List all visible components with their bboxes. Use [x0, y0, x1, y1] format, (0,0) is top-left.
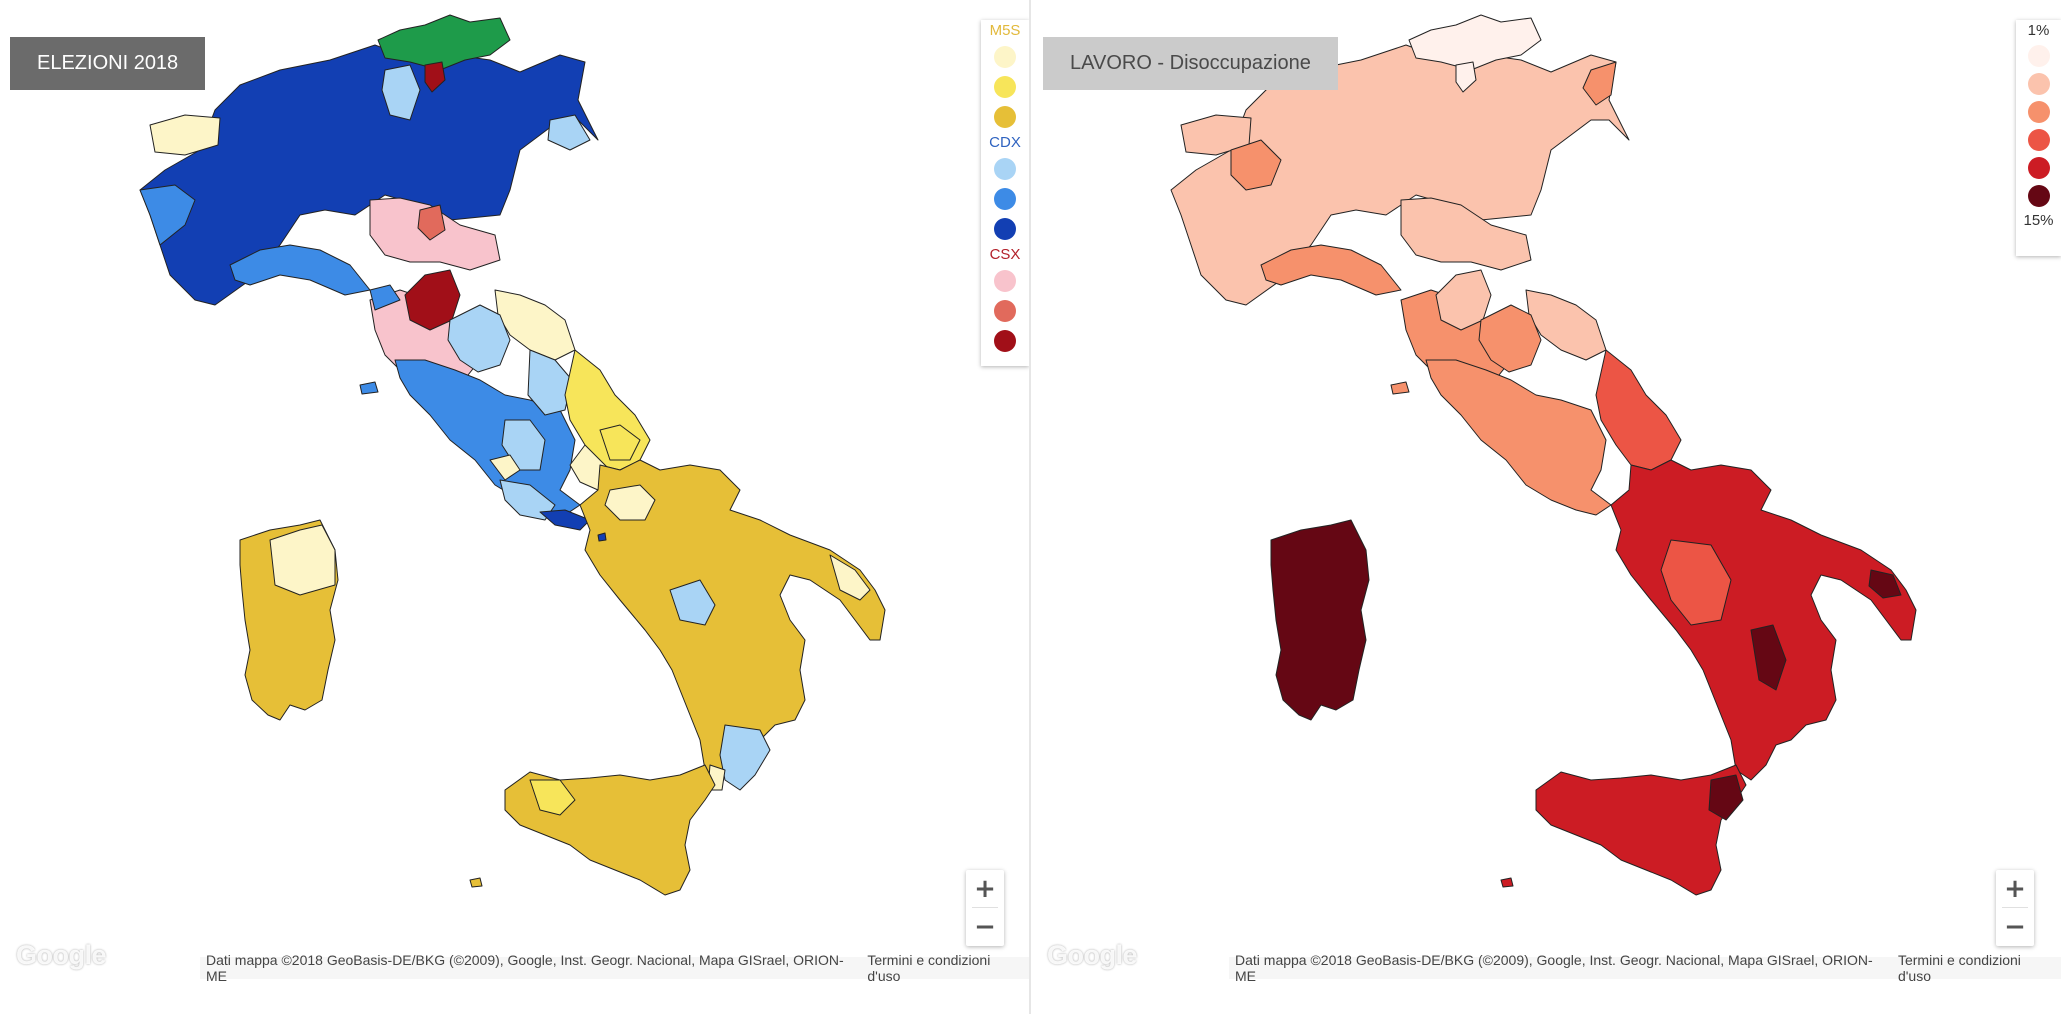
region-liguria — [229, 244, 371, 296]
region-sardinia — [1270, 519, 1370, 721]
legend-swatch-cdx-light — [994, 158, 1016, 180]
region-north — [139, 44, 599, 306]
map-title: LAVORO - Disoccupazione — [1043, 37, 1338, 90]
region-nlight2 — [547, 114, 591, 151]
legend-swatch-cdx-dark — [994, 218, 1016, 240]
legend-swatch-4 — [2027, 129, 2050, 151]
legend-max-label: 15% — [2023, 212, 2054, 229]
map-title: ELEZIONI 2018 — [10, 37, 206, 90]
island-capri — [597, 532, 607, 542]
google-logo[interactable]: Google — [16, 940, 107, 970]
zoom-out-button[interactable]: − — [2004, 911, 2026, 942]
terms-link[interactable]: Termini e condizioni d'uso — [867, 952, 991, 984]
region-sicily — [1535, 764, 1747, 896]
legend-swatch-2 — [2027, 73, 2050, 95]
map-data-credit: Dati mappa ©2018 GeoBasis-DE/BKG (©2009)… — [206, 952, 844, 984]
panel-divider — [1029, 0, 1031, 1014]
region-bolzano-red — [424, 61, 446, 93]
legend-swatch-csx-medium — [994, 300, 1016, 322]
region-sicily-yellow — [529, 779, 576, 816]
region-puglia-tip — [829, 554, 871, 601]
zoom-out-button[interactable]: − — [974, 911, 996, 942]
region-southlazio-dark — [539, 509, 591, 531]
map-attribution: Dati mappa ©2018 GeoBasis-DE/BKG (©2009)… — [200, 952, 1030, 984]
region-lazio-light — [527, 349, 573, 416]
region-bolzano — [1455, 61, 1477, 93]
region-liguria — [1260, 244, 1402, 296]
island-lampedusa — [1500, 877, 1514, 888]
island-elba — [1390, 381, 1410, 395]
election-map-panel[interactable]: ELEZIONI 2018 M5S CDX CSX + − Google Dat… — [0, 0, 1030, 1014]
zoom-control: + − — [1996, 870, 2034, 946]
legend-swatch-cdx-medium — [994, 188, 1016, 210]
region-aosta — [149, 114, 221, 156]
island-lampedusa — [469, 877, 483, 888]
region-southlazio-light — [499, 479, 556, 521]
region-umbria — [447, 304, 511, 373]
legend-swatch-5 — [2027, 157, 2050, 179]
map-attribution: Dati mappa ©2018 GeoBasis-DE/BKG (©2009)… — [1229, 952, 2061, 984]
region-marche — [494, 289, 576, 361]
region-florence — [1435, 269, 1492, 331]
region-trentino — [377, 14, 511, 71]
legend-swatch-csx-dark — [994, 330, 1016, 352]
region-northeast-orange — [1582, 61, 1617, 106]
zoom-control: + − — [966, 870, 1004, 946]
region-south-light1 — [604, 484, 656, 521]
region-marche — [1525, 289, 1607, 361]
legend-label-cdx: CDX — [989, 134, 1021, 151]
island-elba — [359, 381, 379, 395]
legend-min-label: 1% — [2027, 22, 2050, 39]
zoom-in-button[interactable]: + — [2004, 873, 2026, 904]
region-abruzzo — [1595, 349, 1682, 471]
region-tuscany-coast — [369, 284, 401, 311]
region-basilicata-light — [669, 579, 716, 626]
region-emilia — [1400, 197, 1532, 271]
google-logo[interactable]: Google — [1047, 940, 1138, 970]
zoom-divider — [2002, 907, 2028, 908]
region-florence-red — [404, 269, 461, 331]
legend-swatch-1 — [2027, 45, 2050, 67]
election-legend: M5S CDX CSX — [981, 20, 1029, 366]
terms-link[interactable]: Termini e condizioni d'uso — [1897, 952, 2021, 984]
legend-label-m5s: M5S — [989, 22, 1021, 39]
unemployment-map-panel[interactable]: LAVORO - Disoccupazione 1% 15% + − Googl… — [1031, 0, 2061, 1014]
region-sardinia-light — [269, 524, 336, 596]
region-south — [579, 459, 886, 781]
legend-label-csx: CSX — [989, 246, 1021, 263]
legend-swatch-m5s-light — [994, 46, 1016, 68]
region-nlight1 — [381, 64, 421, 121]
unemployment-legend: 1% 15% — [2016, 20, 2061, 256]
legend-swatch-csx-light — [994, 270, 1016, 292]
legend-swatch-3 — [2027, 101, 2050, 123]
region-lazio — [1425, 359, 1612, 516]
region-south — [1610, 459, 1917, 781]
region-umbria — [1478, 304, 1542, 373]
italy-election-map[interactable] — [0, 0, 1030, 1014]
region-rome-small — [489, 454, 521, 481]
region-calabria-light — [719, 724, 771, 791]
region-puglia-dark — [1868, 569, 1902, 599]
map-data-credit: Dati mappa ©2018 GeoBasis-DE/BKG (©2009)… — [1235, 952, 1873, 984]
region-trentino — [1408, 14, 1542, 71]
region-emilia-mid — [417, 204, 446, 241]
region-turin — [1230, 139, 1282, 191]
region-south-lighter — [1660, 539, 1732, 626]
region-lazio-light2 — [501, 419, 546, 471]
legend-swatch-m5s-dark — [994, 106, 1016, 128]
region-west-mid — [139, 184, 196, 246]
zoom-in-button[interactable]: + — [974, 873, 996, 904]
legend-swatch-6 — [2027, 185, 2050, 207]
zoom-divider — [972, 907, 998, 908]
italy-unemployment-map[interactable] — [1031, 0, 2061, 1014]
region-south-yellow — [599, 424, 641, 461]
region-north — [1170, 44, 1630, 306]
region-sicily-dark — [1708, 774, 1744, 821]
legend-swatch-m5s-medium — [994, 76, 1016, 98]
region-calabria-dark — [1750, 624, 1787, 691]
